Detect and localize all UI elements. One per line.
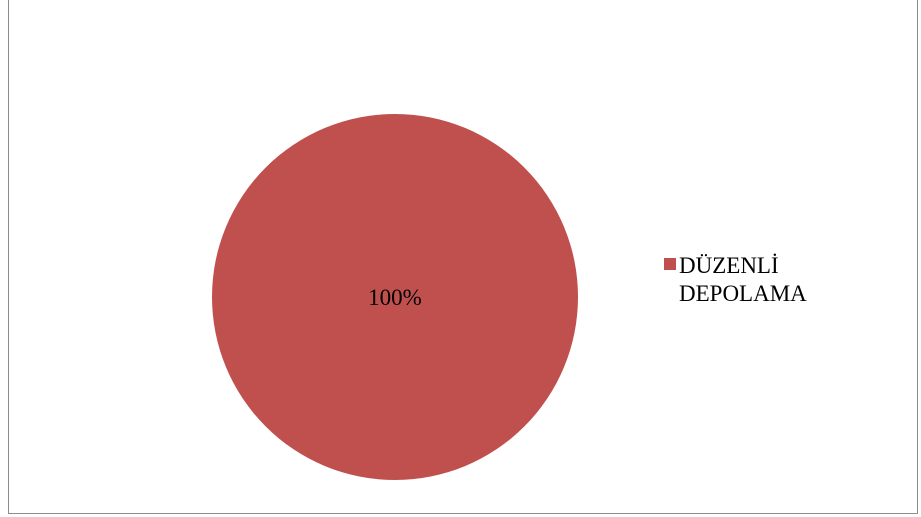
pie-slices — [212, 114, 578, 480]
legend-label: DÜZENLİ DEPOLAMA — [679, 253, 807, 306]
pie-slice — [212, 114, 578, 480]
legend-swatch — [664, 258, 676, 270]
pie-data-labels: 100% — [368, 285, 422, 310]
pie-data-label: 100% — [368, 285, 422, 310]
legend: DÜZENLİ DEPOLAMA — [664, 252, 849, 308]
